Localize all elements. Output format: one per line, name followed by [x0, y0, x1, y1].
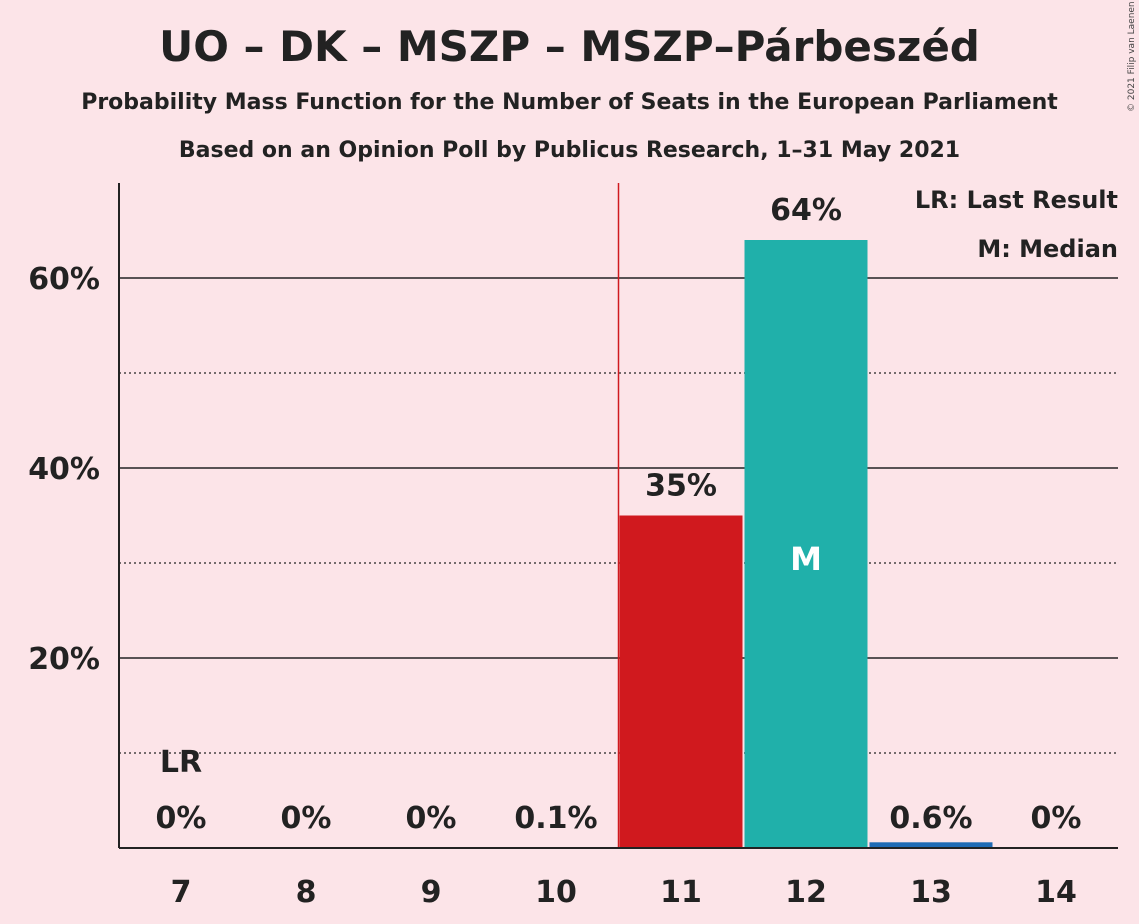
x-tick-label: 10: [535, 875, 577, 910]
legend-median: M: Median: [977, 235, 1118, 263]
y-tick-label: 60%: [28, 262, 100, 297]
value-label-7: 0%: [156, 801, 207, 836]
value-label-14: 0%: [1031, 801, 1082, 836]
chart-subtitle-1: Probability Mass Function for the Number…: [81, 90, 1058, 115]
value-label-9: 0%: [406, 801, 457, 836]
axes: [118, 183, 1118, 849]
x-tick-label: 14: [1035, 875, 1077, 910]
chart-title: UO – DK – MSZP – MSZP–Párbeszéd: [159, 22, 980, 71]
value-label-10: 0.1%: [514, 801, 597, 836]
y-tick-label: 40%: [28, 452, 100, 487]
x-tick-label: 7: [171, 875, 192, 910]
x-tick-label: 12: [785, 875, 827, 910]
value-label-13: 0.6%: [889, 801, 972, 836]
x-tick-label: 13: [910, 875, 952, 910]
bars: [494, 240, 993, 849]
gridlines: 20% 40% 60%: [28, 262, 1118, 754]
value-labels: 0% 7 LR 0% 8 0% 9 0.1% 10 35% 11 64% 12 M 0.6% 13 0% 14: [156, 193, 1082, 910]
legend-last-result: LR: Last Result: [915, 186, 1118, 214]
last-result-marker: LR: [160, 745, 202, 780]
x-tick-label: 11: [660, 875, 702, 910]
value-label-8: 0%: [281, 801, 332, 836]
bar-12: [744, 240, 868, 848]
x-tick-label: 8: [296, 875, 317, 910]
bar-13: [869, 842, 993, 848]
chart-subtitle-2: Based on an Opinion Poll by Publicus Res…: [178, 138, 961, 163]
value-label-11: 35%: [645, 469, 717, 504]
value-label-12: 64%: [770, 193, 842, 228]
bar-11: [619, 515, 743, 848]
y-tick-label: 20%: [28, 642, 100, 677]
copyright-notice: © 2021 Filip van Laenen: [1127, 1, 1137, 112]
x-tick-label: 9: [421, 875, 442, 910]
median-marker: M: [790, 540, 822, 578]
